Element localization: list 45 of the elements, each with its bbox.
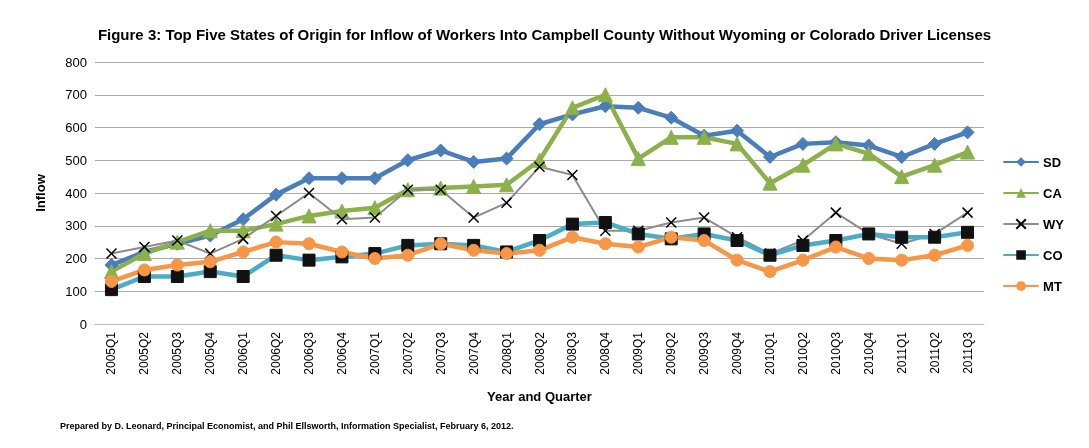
text: Prepared by D. Leonard, Principal Economist, and Phil Ellsworth, Information Specialist, February 6, 2012. [60,420,514,431]
y-tick-label: 500 [65,152,87,168]
legend-label: CA [1043,185,1063,201]
legend-label: WY [1043,216,1065,232]
y-tick-label: 800 [65,54,87,70]
x-tick-label: 2007Q2 [400,331,415,375]
x-tick-label: 2011Q1 [894,331,909,374]
x-tick-label: 2011Q2 [927,331,942,374]
x-tick-label: 2010Q3 [828,331,843,375]
x-tick-label: 2005Q2 [137,331,152,375]
x-tick-label: 2007Q4 [466,331,481,375]
y-tick-label: 600 [65,120,87,135]
x-tick-label: 2005Q4 [203,331,218,375]
x-tick-label: 2006Q3 [302,331,317,375]
x-tick-label: 2008Q1 [499,331,514,375]
x-tick-label: 2006Q1 [236,331,251,375]
y-tick-label: 400 [65,185,87,201]
legend-label: CO [1043,247,1063,263]
x-tick-label: 2009Q4 [730,331,745,375]
x-tick-label: 2010Q2 [795,331,810,375]
x-tick-label: 2008Q3 [565,331,580,375]
legend-label: SD [1043,154,1062,170]
legend-label: MT [1043,278,1062,294]
y-tick-label: 700 [65,87,87,103]
chart-title: Figure 3: Top Five States of Origin for Inflow of Workers Into Campbell County Without Wyoming or Colorado Driver Licenses [97,26,992,43]
x-tick-label: 2009Q2 [664,331,679,375]
x-tick-label: 2005Q1 [104,331,119,375]
x-tick-label: 2009Q3 [697,331,712,375]
x-tick-label: 2007Q1 [367,331,382,375]
y-tick-label: 100 [65,283,87,299]
x-tick-label: 2006Q2 [269,331,284,375]
y-tick-label: 200 [65,251,87,266]
x-tick-label: 2005Q3 [170,331,185,375]
x-tick-label: 2009Q1 [631,331,646,375]
x-tick-label: 2010Q1 [762,331,777,375]
x-tick-label: 2011Q3 [960,331,975,374]
x-tick-label: 2007Q3 [433,331,448,375]
x-tick-label: 2010Q4 [861,331,876,375]
x-tick-label: 2006Q4 [334,331,349,375]
y-axis-title: Inflow [33,173,48,212]
y-tick-label: 300 [65,218,87,234]
y-tick-label: 0 [79,316,87,332]
x-tick-label: 2008Q2 [532,331,547,375]
x-tick-label: 2008Q4 [598,331,613,375]
x-axis-title: Year and Quarter [487,389,592,404]
